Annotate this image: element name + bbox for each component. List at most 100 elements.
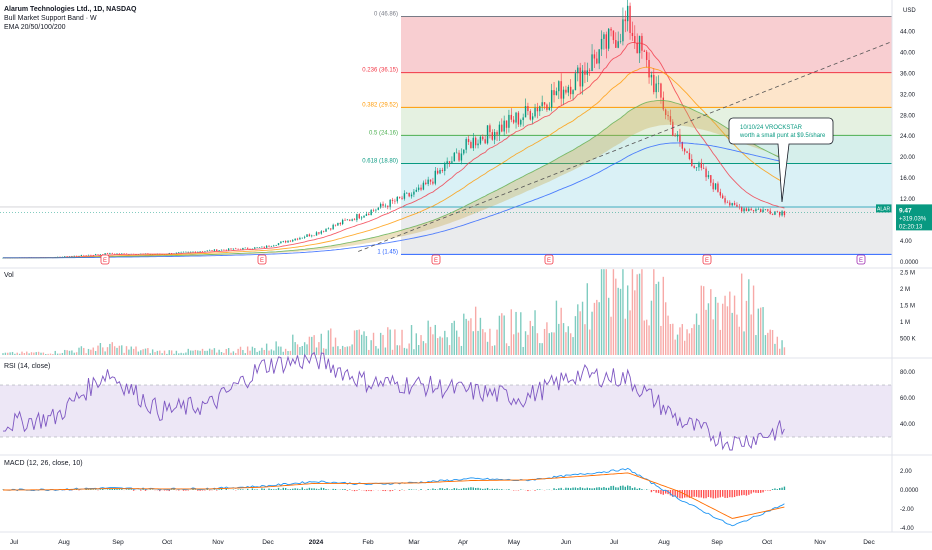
candle-body: [636, 42, 638, 54]
candle-body: [667, 115, 669, 117]
volume-bar: [311, 336, 313, 355]
macd-histogram-bar: [282, 487, 284, 490]
candle-body: [270, 246, 273, 247]
volume-bar: [365, 336, 368, 355]
volume-bar: [562, 323, 565, 355]
macd-histogram-bar: [277, 487, 280, 490]
volume-bar: [296, 344, 299, 355]
volume-bar: [370, 340, 372, 355]
macd-histogram-bar: [762, 490, 764, 493]
candle-body: [638, 35, 641, 54]
volume-bar: [225, 348, 227, 355]
volume-bar: [80, 346, 83, 355]
candle-body: [586, 70, 588, 75]
candle-body: [781, 211, 783, 216]
candle-body: [579, 67, 581, 87]
volume-bar: [425, 343, 427, 355]
macd-histogram-bar: [351, 490, 353, 491]
indicator-ema[interactable]: EMA 20/50/100/200: [4, 24, 66, 31]
macd-histogram-bar: [427, 489, 429, 490]
macd-histogram-bar: [733, 490, 736, 498]
macd-label: MACD (12, 26, close, 10): [4, 460, 83, 467]
candle-body: [522, 117, 524, 121]
volume-bar: [733, 295, 736, 355]
volume-bar: [258, 350, 261, 355]
candle-body: [455, 152, 458, 154]
candle-body: [460, 153, 463, 161]
candle-body: [503, 120, 505, 132]
candle-body: [211, 250, 213, 251]
volume-bar: [743, 331, 745, 355]
candle-body: [261, 246, 263, 248]
macd-histogram-bar: [617, 487, 619, 490]
candle-body: [546, 104, 548, 110]
candle-body: [548, 107, 550, 110]
indicator-bull-band[interactable]: Bull Market Support Band · W: [4, 15, 97, 22]
volume-bar: [695, 313, 698, 355]
candle-body: [743, 208, 745, 212]
macd-histogram-bar: [520, 489, 522, 490]
volume-bar: [275, 341, 277, 355]
macd-histogram-bar: [294, 488, 296, 490]
candle-body: [66, 256, 68, 257]
volume-bar: [434, 324, 436, 355]
candle-body: [223, 249, 225, 251]
volume-bar: [16, 352, 18, 355]
volume-bar: [121, 345, 123, 355]
volume-bar: [199, 350, 201, 355]
volume-bar: [363, 331, 365, 355]
candle-body: [268, 245, 270, 247]
price-axis-tick: 0.0000: [900, 260, 919, 266]
candle-body: [657, 83, 660, 85]
volume-bar: [702, 286, 705, 355]
macd-histogram-bar: [313, 488, 315, 490]
volume-bar: [261, 347, 263, 355]
macd-histogram-bar: [586, 487, 588, 490]
volume-bar: [622, 269, 624, 355]
candle-body: [311, 235, 313, 237]
volume-bar: [657, 281, 660, 355]
candle-body: [189, 251, 192, 253]
macd-histogram-bar: [698, 490, 700, 498]
candle-body: [672, 121, 674, 136]
volume-bar: [249, 350, 251, 355]
candle-body: [531, 116, 534, 120]
volume-bar: [721, 303, 724, 355]
macd-histogram-bar: [591, 488, 593, 490]
candle-body: [759, 209, 762, 212]
volume-bar: [778, 348, 781, 355]
earnings-marker: [257, 254, 267, 265]
chart-legend: Alarum Technologies Ltd., 1D, NASDAQ Bul…: [4, 5, 137, 32]
fib-level-label: 0.618 (18.80): [362, 158, 398, 164]
volume-bar: [232, 351, 235, 355]
volume-bar: [387, 327, 389, 355]
time-axis-label: Oct: [162, 539, 172, 546]
volume-bar: [748, 279, 750, 355]
candle-body: [584, 70, 586, 75]
bull-market-support-band: [3, 100, 785, 258]
volume-bar: [379, 332, 382, 355]
candle-body: [591, 54, 593, 71]
volume-bar: [303, 342, 306, 355]
symbol-title[interactable]: Alarum Technologies Ltd., 1D, NASDAQ: [4, 6, 137, 13]
candle-body: [356, 214, 358, 221]
macd-histogram-bar: [327, 489, 330, 490]
volume-bar: [420, 335, 422, 355]
candle-body: [206, 250, 208, 252]
candle-body: [496, 132, 498, 135]
volume-bar: [206, 350, 208, 355]
volume-bar: [422, 341, 425, 355]
candle-body: [624, 19, 627, 22]
macd-histogram-bar: [676, 490, 679, 498]
volume-bar: [97, 345, 99, 355]
macd-histogram-bar: [213, 489, 216, 490]
macd-histogram-bar: [759, 490, 762, 493]
candle-body: [396, 196, 398, 202]
candle-body: [275, 245, 277, 246]
macd-histogram-bar: [332, 488, 334, 490]
volume-bar: [512, 334, 515, 355]
macd-histogram-bar: [615, 487, 617, 490]
macd-histogram-bar: [306, 488, 308, 490]
candle-body: [512, 119, 515, 123]
